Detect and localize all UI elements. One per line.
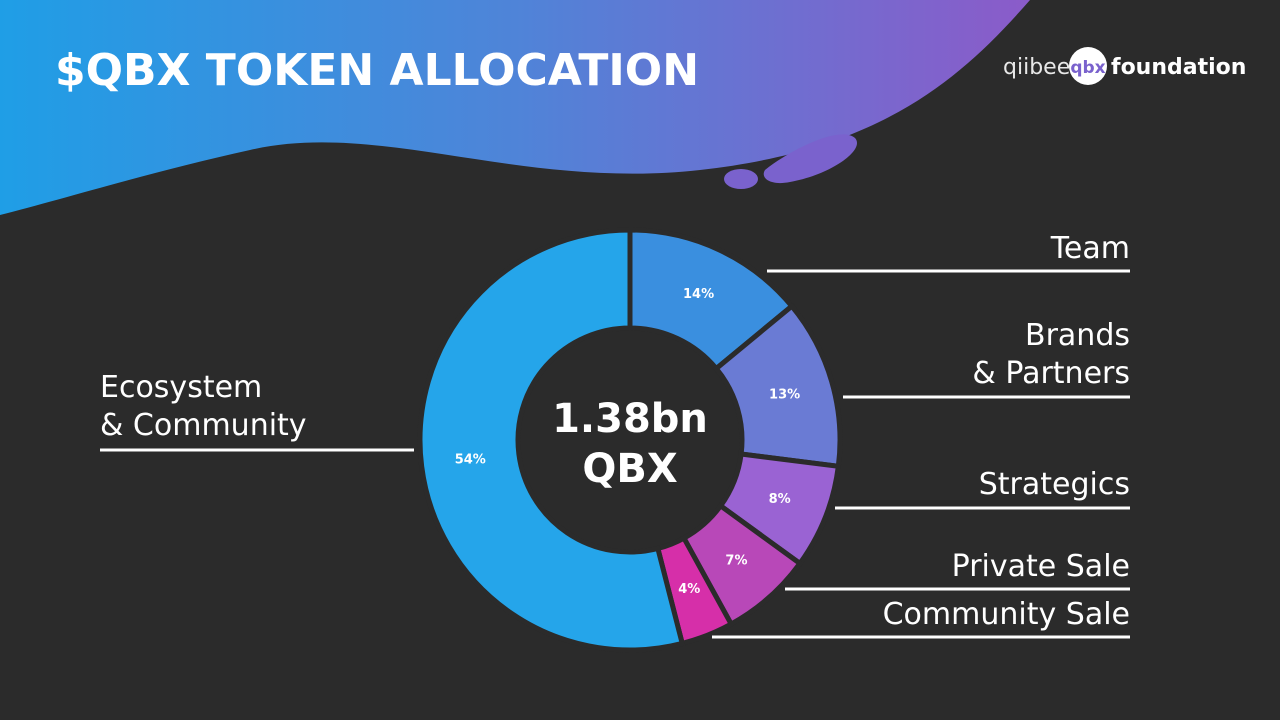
category-label: Brands & Partners: [972, 318, 1130, 391]
logo-text: qiibee: [1003, 55, 1070, 80]
value-label: 14%: [683, 287, 714, 302]
value-label: 8%: [769, 492, 791, 507]
center-label: 1.38bn QBX: [552, 396, 708, 492]
category-label: Strategics: [979, 467, 1130, 502]
category-label: Private Sale: [952, 549, 1130, 584]
decor-blob: [763, 134, 858, 184]
logo-text: foundation: [1111, 55, 1246, 80]
logo-badge: [1069, 47, 1107, 85]
value-label: 4%: [678, 582, 700, 597]
category-label: Community Sale: [883, 597, 1130, 632]
category-label: Team: [1050, 231, 1130, 266]
value-label: 54%: [455, 453, 486, 468]
category-label: Ecosystem & Community: [100, 370, 307, 443]
donut-segment: [417, 227, 686, 653]
title: $QBX TOKEN ALLOCATION: [55, 45, 699, 96]
logo-badge-text: qbx: [1070, 58, 1105, 78]
header-wave: [0, 0, 1030, 215]
decor-blob: [724, 169, 758, 189]
donut-chart: 14% 13% 8% 7% 4% 54% 1.38bn QBX Team Brands & Part…: [100, 227, 1130, 653]
value-label: 7%: [725, 553, 747, 568]
value-label: 13%: [769, 388, 800, 403]
logo: qiibee qbx foundation: [1003, 47, 1246, 85]
